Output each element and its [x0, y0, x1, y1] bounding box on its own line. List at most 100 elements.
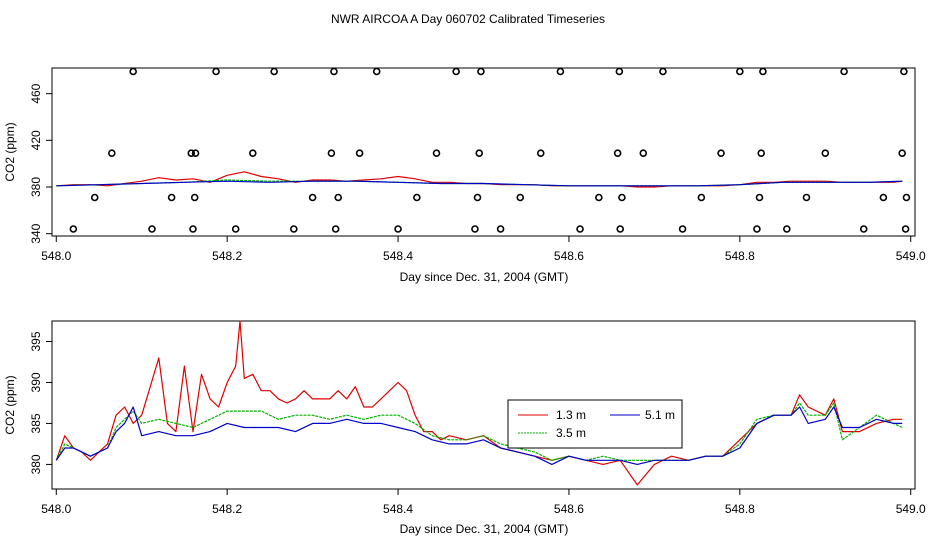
calibration-point	[190, 193, 199, 202]
top-calibration-points	[69, 67, 911, 233]
calibration-point	[615, 67, 624, 76]
calibration-point	[901, 225, 910, 233]
top-x-axis: 548.0 548.2 548.4 548.6 548.8 549.0	[41, 236, 926, 263]
calibration-point	[290, 225, 298, 233]
calibration-point	[270, 67, 278, 76]
calibration-point	[372, 67, 381, 76]
legend-label-3-5m: 3.5 m	[556, 426, 586, 440]
top-series-lines	[56, 171, 903, 188]
calibration-point	[473, 193, 482, 202]
calibration-point	[755, 193, 764, 202]
top-y-tick-label: 380	[29, 177, 43, 197]
top-series-line-5-1-m	[56, 180, 903, 187]
calibration-point	[902, 193, 911, 202]
bottom-chart: 548.0 548.2 548.4 548.6 548.8 549.0 380 385 390…	[3, 320, 926, 536]
calibration-point	[148, 225, 156, 233]
bottom-y-axis: 380 385 390 395	[29, 331, 52, 474]
calibration-point	[108, 149, 116, 157]
bottom-y-tick-label: 390	[29, 372, 43, 392]
calibration-point	[678, 225, 687, 233]
top-x-tick-label: 548.2	[212, 249, 242, 263]
bottom-x-tick-label: 548.0	[41, 502, 71, 516]
calibration-point	[859, 225, 868, 233]
bottom-series-lines	[55, 320, 903, 486]
calibration-point	[69, 225, 78, 233]
calibration-point	[697, 193, 706, 202]
calibration-point	[167, 193, 176, 202]
bottom-x-axis: 548.0 548.2 548.4 548.6 548.8 549.0	[41, 489, 926, 516]
calibration-point	[898, 149, 906, 157]
calibration-point	[327, 149, 336, 157]
calibration-point	[717, 149, 725, 157]
calibration-point	[231, 225, 240, 233]
calibration-point	[659, 67, 667, 76]
top-x-axis-label: Day since Dec. 31, 2004 (GMT)	[400, 270, 569, 284]
calibration-point	[248, 149, 257, 157]
top-series-line-1-3-m	[56, 171, 903, 188]
bottom-x-tick-label: 548.2	[212, 502, 242, 516]
top-x-tick-label: 548.6	[554, 249, 584, 263]
top-chart: 548.0 548.2 548.4 548.6 548.8 549.0 340 380 420…	[3, 67, 926, 284]
top-x-tick-label: 549.0	[896, 249, 926, 263]
bottom-x-axis-label: Day since Dec. 31, 2004 (GMT)	[400, 522, 569, 536]
calibration-point	[394, 225, 402, 233]
calibration-point	[616, 225, 625, 233]
top-x-tick-label: 548.8	[725, 249, 755, 263]
bottom-plot-frame	[51, 320, 916, 490]
top-y-axis: 340 380 420 460	[29, 83, 52, 244]
calibration-point	[334, 193, 343, 202]
calibration-point	[821, 149, 830, 157]
top-x-tick-label: 548.0	[41, 249, 71, 263]
top-y-axis-label: CO2 (ppm)	[3, 122, 17, 181]
top-y-tick-label: 460	[29, 83, 43, 103]
calibration-point	[477, 67, 485, 76]
calibration-point	[576, 225, 584, 233]
calibration-point	[187, 149, 196, 157]
bottom-x-tick-label: 548.4	[383, 502, 413, 516]
calibration-point	[189, 225, 197, 233]
calibration-point	[639, 149, 648, 157]
calibration-point	[496, 225, 505, 233]
chart-title: NWR AIRCOA A Day 060702 Calibrated Times…	[331, 12, 605, 26]
legend-label-1-3m: 1.3 m	[556, 408, 586, 422]
calibration-point	[595, 193, 603, 202]
calibration-point	[753, 225, 761, 233]
calibration-point	[879, 193, 888, 202]
calibration-point	[413, 193, 421, 202]
bottom-series-line-1-3-m	[55, 320, 903, 486]
bottom-x-tick-label: 548.8	[725, 502, 755, 516]
bottom-x-tick-label: 549.0	[896, 502, 926, 516]
calibration-point	[516, 193, 525, 202]
calibration-point	[191, 149, 200, 157]
top-y-tick-label: 340	[29, 223, 43, 243]
bottom-y-axis-label: CO2 (ppm)	[3, 375, 17, 434]
top-plot-frame	[51, 67, 916, 237]
top-x-tick-label: 548.4	[383, 249, 413, 263]
calibration-point	[618, 193, 626, 202]
calibration-point	[900, 67, 908, 76]
calibration-point	[331, 225, 340, 233]
calibration-point	[840, 67, 848, 76]
calibration-point	[330, 67, 338, 76]
calibration-point	[471, 225, 479, 233]
calibration-point	[736, 67, 744, 76]
bottom-series-line-5-1-m	[55, 406, 903, 465]
legend-label-5-1m: 5.1 m	[645, 408, 675, 422]
calibration-point	[308, 193, 317, 202]
calibration-point	[452, 67, 460, 76]
calibration-point	[432, 149, 441, 157]
bottom-y-tick-label: 380	[29, 454, 43, 474]
top-y-tick-label: 420	[29, 130, 43, 150]
calibration-point	[129, 67, 137, 76]
calibration-point	[783, 225, 791, 233]
bottom-x-tick-label: 548.6	[554, 502, 584, 516]
calibration-point	[613, 149, 622, 157]
calibration-point	[212, 67, 220, 76]
bottom-y-tick-label: 395	[29, 331, 43, 351]
calibration-point	[355, 149, 364, 157]
calibration-point	[536, 149, 545, 157]
bottom-series-line-3-5-m	[55, 402, 903, 461]
calibration-point	[556, 67, 565, 76]
calibration-point	[802, 193, 811, 202]
